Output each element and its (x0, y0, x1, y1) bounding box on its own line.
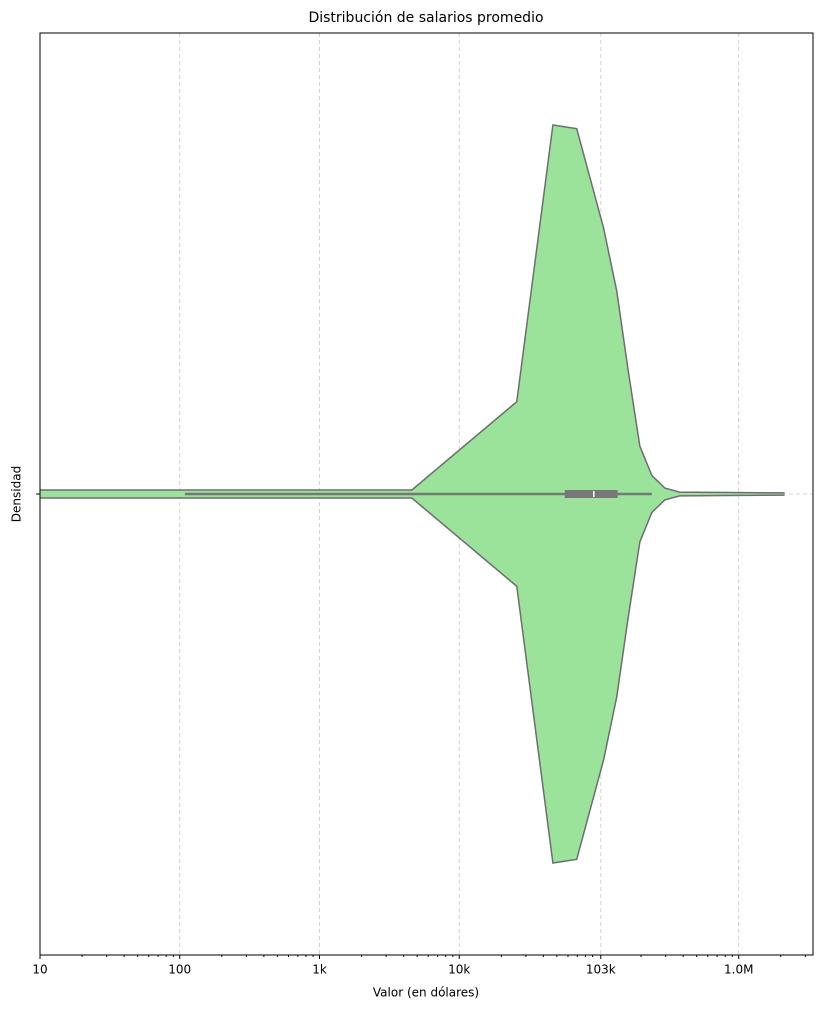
x-tick-label: 10 (32, 963, 47, 977)
violin-outline (40, 124, 785, 494)
x-tick-label: 100 (168, 963, 191, 977)
x-tick-label: 10k (448, 963, 470, 977)
plot-area (40, 124, 785, 864)
violin-body (40, 125, 785, 494)
violin-outline (40, 494, 785, 864)
x-tick-label: 1.0M (724, 963, 753, 977)
x-tick-label: 103k (586, 963, 616, 977)
x-tick-label: 1k (312, 963, 327, 977)
x-axis-label: Valor (en dólares) (373, 986, 479, 1000)
chart-title: Distribución de salarios promedio (308, 10, 543, 26)
box-iqr (564, 490, 618, 498)
violin-body (40, 494, 785, 863)
plot-frame (39, 32, 814, 956)
y-axis-label: Densidad (10, 466, 24, 522)
